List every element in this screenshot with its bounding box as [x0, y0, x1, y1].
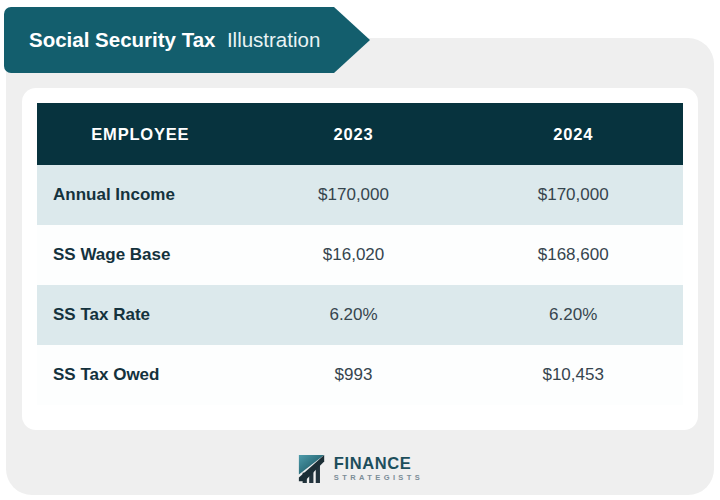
table-row-ss-wage-base: SS Wage Base $16,020 $168,600: [37, 225, 683, 285]
row-value-2024: 6.20%: [463, 285, 683, 345]
row-value-2024: $10,453: [463, 345, 683, 405]
brand-name-finance: FINANCE: [334, 455, 423, 472]
table-row-ss-tax-owed: SS Tax Owed $993 $10,453: [37, 345, 683, 405]
row-value-2024: $170,000: [463, 165, 683, 225]
table-header-row: EMPLOYEE 2023 2024: [37, 103, 683, 165]
row-label: Annual Income: [37, 165, 244, 225]
title-banner-body: Social Security Tax Illustration: [4, 7, 334, 73]
title-banner: Social Security Tax Illustration: [4, 7, 370, 73]
page-title-subtext: Illustration: [227, 28, 320, 51]
row-value-2023: $993: [244, 345, 464, 405]
table-row-ss-tax-rate: SS Tax Rate 6.20% 6.20%: [37, 285, 683, 345]
brand-name-strategists: STRATEGISTS: [334, 474, 423, 482]
row-label: SS Tax Owed: [37, 345, 244, 405]
row-value-2023: $170,000: [244, 165, 464, 225]
column-header-employee: EMPLOYEE: [37, 103, 244, 165]
row-value-2024: $168,600: [463, 225, 683, 285]
column-header-2024: 2024: [463, 103, 683, 165]
row-label: SS Tax Rate: [37, 285, 244, 345]
infographic-canvas: Social Security Tax Illustration EMPLOYE…: [0, 0, 720, 500]
page-title: Social Security Tax Illustration: [29, 30, 320, 51]
social-security-tax-table: EMPLOYEE 2023 2024 Annual Income $170,00…: [37, 103, 683, 405]
growth-bar-chart-icon: [297, 452, 327, 484]
page-title-main: Social Security Tax: [29, 28, 215, 51]
brand-footer: FINANCE STRATEGISTS: [0, 452, 720, 484]
row-value-2023: $16,020: [244, 225, 464, 285]
row-label: SS Wage Base: [37, 225, 244, 285]
column-header-2023: 2023: [244, 103, 464, 165]
table-row-annual-income: Annual Income $170,000 $170,000: [37, 165, 683, 225]
banner-arrow-point: [334, 7, 370, 73]
row-value-2023: 6.20%: [244, 285, 464, 345]
brand-wordmark: FINANCE STRATEGISTS: [334, 455, 423, 482]
table-card: EMPLOYEE 2023 2024 Annual Income $170,00…: [22, 88, 698, 430]
